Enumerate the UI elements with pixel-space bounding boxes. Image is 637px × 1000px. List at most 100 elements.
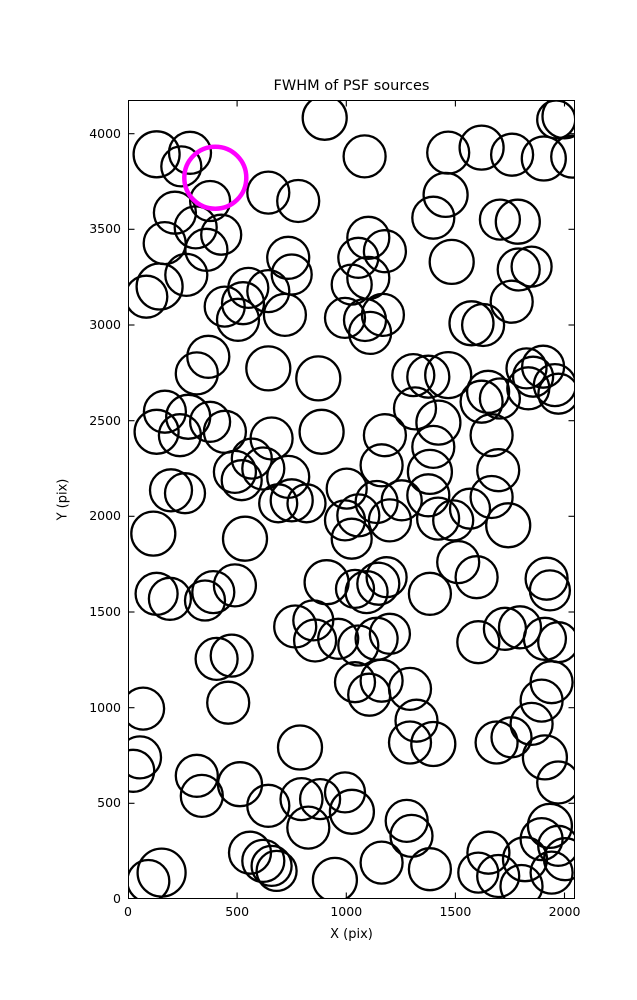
psf-source-circle [212, 449, 258, 495]
psf-source-circle [148, 468, 194, 513]
psf-source-circle [203, 285, 246, 328]
psf-source-circle [509, 701, 554, 747]
psf-source-circle [220, 281, 266, 326]
psf-source-circle [173, 205, 218, 250]
psf-source-circle [301, 100, 348, 141]
y-tick-label: 1000 [89, 699, 121, 715]
psf-source-circle [328, 788, 376, 835]
psf-source-circle [541, 100, 575, 140]
psf-source-circle [221, 515, 269, 562]
psf-source-circle [380, 479, 423, 522]
psf-source-circle [135, 262, 184, 311]
psf-source-circle [333, 661, 377, 704]
psf-source-circle [428, 238, 475, 286]
y-tick-label: 4000 [89, 125, 121, 141]
psf-source-circle [497, 605, 543, 650]
psf-source-circle [526, 802, 574, 850]
psf-source-circle [128, 686, 166, 731]
psf-source-circle [323, 771, 367, 814]
psf-source-circle [359, 443, 404, 488]
psf-source-circle [407, 571, 453, 616]
psf-source-circle [506, 366, 551, 411]
psf-source-circle [317, 617, 360, 660]
psf-source-circle [522, 616, 568, 661]
psf-source-circle [469, 413, 514, 458]
psf-source-circle [478, 198, 522, 241]
psf-source-circle [389, 813, 434, 859]
psf-source-circle [406, 354, 451, 399]
psf-source-circle [424, 350, 473, 400]
psf-source-circle [132, 130, 181, 179]
psf-source-circle [270, 253, 313, 296]
y-axis-label: Y (pix) [55, 478, 71, 521]
psf-source-circle [456, 620, 501, 665]
psf-source-circle [505, 347, 548, 390]
psf-source-circle [474, 720, 519, 765]
psf-source-circle [510, 245, 553, 288]
x-axis-label: X (pix) [330, 927, 373, 942]
psf-source-circle [286, 805, 331, 850]
plot-area [128, 100, 575, 899]
psf-source-circle [406, 448, 454, 496]
psf-source-circle [454, 555, 499, 600]
y-tick-label: 2000 [89, 508, 121, 524]
psf-source-circle [227, 830, 273, 875]
psf-source-circle [528, 569, 572, 612]
psf-source-circle [246, 783, 291, 828]
psf-source-circle [337, 624, 380, 667]
psf-source-circle [303, 559, 350, 606]
psf-source-circle [298, 777, 342, 821]
psf-source-circle [160, 145, 203, 188]
y-tick-label: 0 [113, 891, 121, 906]
psf-source-circle [342, 134, 387, 179]
psf-source-circle [550, 134, 575, 179]
psf-source-circle [347, 310, 393, 356]
psf-source-circle [410, 720, 457, 768]
psf-source-circle [422, 171, 469, 219]
psf-source-circle [494, 198, 541, 245]
psf-source-circle [519, 678, 564, 723]
psf-source-circle [262, 292, 308, 338]
psf-source-circle [163, 472, 207, 515]
psf-source-circle [524, 556, 569, 601]
psf-source-circle [220, 459, 263, 502]
psf-source-circle [245, 345, 292, 392]
y-tick-label: 3000 [89, 317, 121, 332]
psf-source-circle [212, 563, 258, 608]
psf-source-circle [128, 735, 163, 780]
psf-source-circle [241, 446, 286, 491]
psf-source-circle [142, 389, 188, 434]
x-tick-label: 1500 [439, 904, 472, 919]
psf-source-circle [130, 510, 177, 557]
psf-source-circle [174, 351, 219, 396]
axes-frame [128, 100, 575, 899]
psf-source-circle [179, 773, 224, 819]
psf-source-circle [469, 474, 514, 520]
psf-source-circle [362, 229, 408, 274]
psf-source-circle [311, 856, 359, 899]
psf-source-circle [532, 362, 575, 408]
psf-source-circle [529, 850, 574, 895]
chart-title: FWHM of PSF sources [273, 78, 430, 94]
psf-source-circle [128, 748, 156, 793]
psf-source-circle [216, 761, 264, 808]
highlighted-source-circle [182, 144, 249, 211]
y-tick-label: 2500 [89, 412, 121, 428]
psf-source-circle [344, 569, 389, 615]
psf-source-circle [406, 473, 451, 518]
psf-source-circle [359, 840, 404, 885]
psf-source-circle [476, 853, 521, 899]
psf-source-circle [465, 369, 511, 414]
psf-source-circle [209, 633, 254, 678]
psf-source-circle [337, 236, 380, 279]
psf-source-circle [292, 618, 338, 663]
psf-source-circle [415, 399, 462, 446]
psf-source-circle [325, 467, 368, 510]
psf-source-circle [460, 302, 506, 348]
psf-source-circle [266, 235, 311, 280]
psf-source-circle [202, 409, 248, 454]
x-tick-label: 1000 [330, 904, 363, 919]
psf-source-circle [194, 636, 239, 682]
psf-source-circle [384, 798, 429, 844]
psf-source-circle [448, 487, 492, 530]
